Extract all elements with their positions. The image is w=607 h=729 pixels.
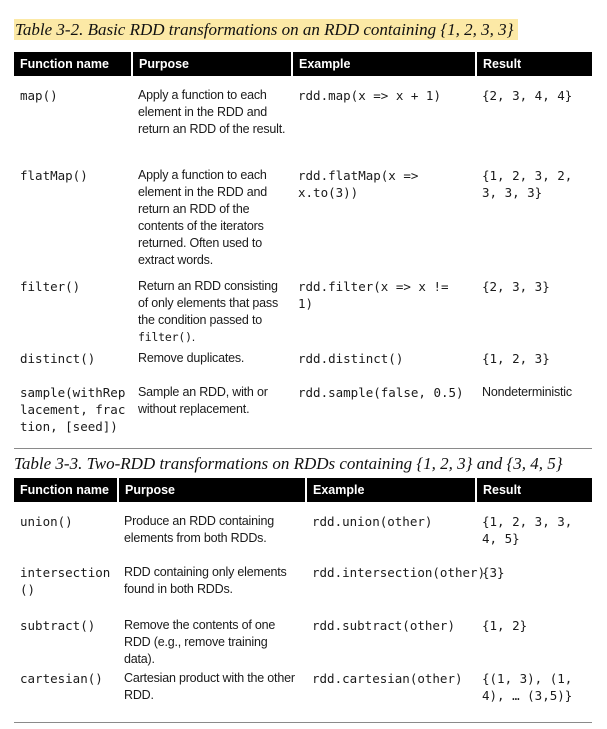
header-example: Example [291, 52, 476, 76]
table-row: flatMap() Apply a function to each eleme… [14, 167, 592, 278]
table-row: subtract() Remove the contents of one RD… [14, 617, 592, 670]
result-cell: {1, 2} [482, 618, 528, 633]
purpose-cell: Produce an RDD containing elements from … [124, 514, 274, 545]
header-result: Result [475, 52, 592, 76]
table-3-2: Function name Purpose Example Result map… [14, 52, 592, 449]
result-cell: {1, 2, 3} [482, 351, 550, 366]
purpose-cell: Sample an RDD, with or without replaceme… [138, 385, 268, 416]
function-name-cell: sample(withReplacement, fraction, [seed]… [20, 385, 126, 434]
header-function-name: Function name [14, 52, 132, 76]
result-cell: {1, 2, 3, 2, 3, 3, 3} [482, 168, 573, 200]
example-cell: rdd.map(x => x + 1) [298, 88, 441, 103]
function-name-cell: union() [20, 514, 73, 529]
example-cell: rdd.flatMap(x => x.to(3)) [298, 168, 419, 200]
function-name-cell: cartesian() [20, 671, 103, 686]
example-cell: rdd.distinct() [298, 351, 404, 366]
table-3-3-caption: Table 3-3. Two-RDD transformations on RD… [14, 454, 563, 473]
result-cell: {2, 3, 4, 4} [482, 88, 573, 103]
header-example: Example [305, 478, 476, 502]
example-cell: rdd.filter(x => x != 1) [298, 279, 449, 311]
purpose-cell: Remove duplicates. [138, 351, 245, 365]
example-cell: rdd.cartesian(other) [312, 671, 463, 686]
function-name-cell: map() [20, 88, 58, 103]
table-row: union() Produce an RDD containing elemen… [14, 502, 592, 564]
example-cell: rdd.union(other) [312, 514, 433, 529]
purpose-code: filter() [138, 330, 192, 344]
table-header-row: Function name Purpose Example Result [14, 52, 592, 76]
function-name-cell: intersection() [20, 565, 111, 597]
example-cell: rdd.intersection(other) [312, 565, 486, 580]
purpose-text: Return an RDD consisting of only element… [138, 279, 279, 327]
header-function-name: Function name [14, 478, 118, 502]
header-result: Result [475, 478, 592, 502]
result-cell: {2, 3, 3} [482, 279, 550, 294]
function-name-cell: distinct() [20, 351, 96, 366]
result-cell: {(1, 3), (1, 4), … (3,5)} [482, 671, 573, 703]
table-3-2-caption: Table 3-2. Basic RDD transformations on … [14, 19, 519, 40]
purpose-cell: Apply a function to each element in the … [138, 168, 268, 267]
function-name-cell: subtract() [20, 618, 96, 633]
purpose-cell: Apply a function to each element in the … [138, 88, 286, 136]
table-row: intersection() RDD containing only eleme… [14, 564, 592, 617]
example-cell: rdd.subtract(other) [312, 618, 455, 633]
function-name-cell: flatMap() [20, 168, 88, 183]
table-header-row: Function name Purpose Example Result [14, 478, 592, 502]
purpose-text-end: . [191, 330, 196, 344]
table-row: filter() Return an RDD consisting of onl… [14, 278, 592, 350]
table-3-3: Function name Purpose Example Result uni… [14, 478, 592, 723]
header-purpose: Purpose [117, 478, 306, 502]
header-purpose: Purpose [131, 52, 292, 76]
table-row: sample(withReplacement, fraction, [seed]… [14, 384, 592, 448]
example-cell: rdd.sample(false, 0.5) [298, 385, 464, 400]
table-row: map() Apply a function to each element i… [14, 76, 592, 167]
purpose-cell: RDD containing only elements found in bo… [124, 565, 287, 596]
table-row: distinct() Remove duplicates. rdd.distin… [14, 350, 592, 384]
purpose-cell: Return an RDD consisting of only element… [132, 278, 292, 350]
result-cell: {3} [482, 565, 505, 580]
purpose-cell: Cartesian product with the other RDD. [124, 671, 295, 702]
purpose-cell: Remove the contents of one RDD (e.g., re… [124, 618, 276, 666]
table-row: cartesian() Cartesian product with the o… [14, 670, 592, 722]
result-cell: Nondeterministic [482, 385, 572, 399]
function-name-cell: filter() [20, 279, 81, 294]
result-cell: {1, 2, 3, 3, 4, 5} [482, 514, 573, 546]
